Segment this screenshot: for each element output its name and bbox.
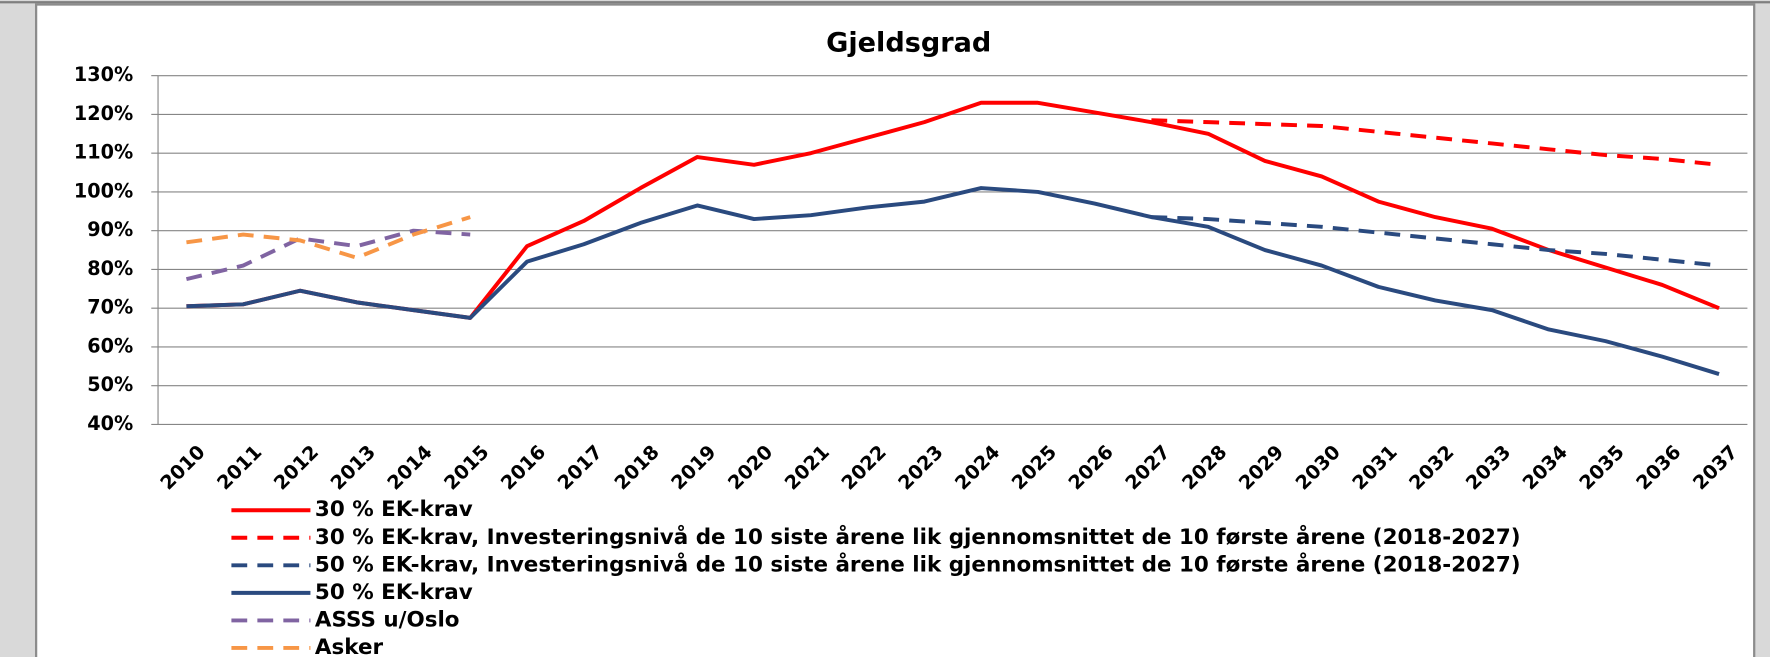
y-tick-label: 50% [87,373,133,396]
legend-label: 30 % EK-krav, Investeringsnivå de 10 sis… [315,524,1521,550]
y-tick-label: 80% [87,257,133,280]
y-tick-label: 60% [87,334,133,357]
y-tick-label: 130% [74,63,133,86]
series-line [186,186,1720,376]
y-tick-label: 100% [74,179,133,202]
chart-title: Gjeldsgrad [826,28,991,59]
y-tick-label: 40% [87,412,133,435]
chart-area [34,3,1756,657]
legend-label: 50 % EK-krav [315,580,473,605]
series-line [1151,215,1720,268]
legend-label: 50 % EK-krav, Investeringsnivå de 10 sis… [315,551,1521,577]
legend-label: ASSS u/Oslo [315,607,460,632]
legend-label: 30 % EK-krav [315,497,473,522]
series-line [186,215,471,260]
y-tick-label: 90% [87,218,133,241]
y-tick-label: 70% [87,296,133,319]
y-tick-label: 110% [74,141,133,164]
y-tick-label: 120% [74,102,133,125]
legend-label: Asker [315,635,384,657]
series-line [1151,118,1720,167]
